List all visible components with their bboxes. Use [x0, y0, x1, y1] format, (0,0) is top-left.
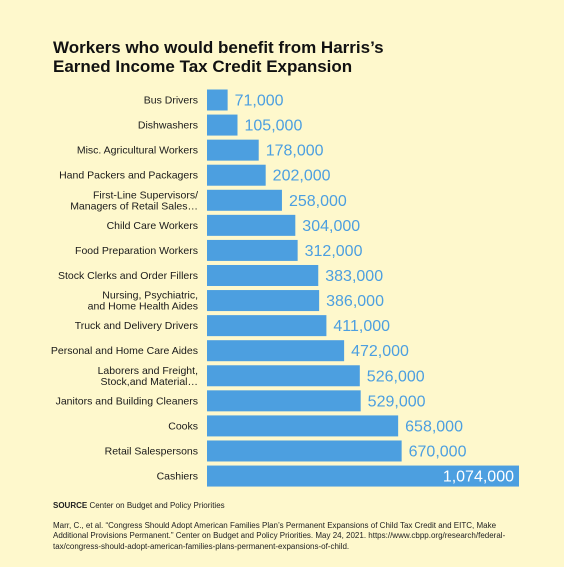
category-label: First-Line Supervisors/Managers of Retai…	[70, 189, 198, 212]
value-label: 383,000	[325, 268, 383, 285]
category-label: Child Care Workers	[107, 220, 198, 232]
bar	[207, 89, 228, 111]
category-label: Stock Clerks and Order Fillers	[58, 270, 198, 282]
category-label: Food Preparation Workers	[75, 245, 198, 257]
value-label: 178,000	[266, 143, 324, 160]
value-label: 529,000	[368, 393, 426, 410]
category-label: Dishwashers	[138, 120, 198, 132]
bar	[207, 164, 266, 186]
title-line-1: Workers who would benefit from Harris’s	[53, 38, 384, 57]
category-label: Truck and Delivery Drivers	[75, 320, 198, 332]
value-label: 526,000	[367, 368, 425, 385]
bar	[207, 315, 327, 337]
value-label: 304,000	[302, 218, 360, 235]
bar	[207, 189, 282, 211]
bar	[207, 139, 259, 161]
bar	[207, 239, 298, 261]
category-label: Cashiers	[157, 471, 198, 483]
value-label: 472,000	[351, 343, 409, 360]
bar	[207, 365, 360, 387]
category-label: Hand Packers and Packagers	[59, 170, 198, 182]
bar	[207, 290, 320, 312]
bar	[207, 440, 402, 462]
citation: Marr, C., et al. “Congress Should Adopt …	[53, 520, 506, 551]
value-label: 658,000	[405, 418, 463, 435]
category-label: Misc. Agricultural Workers	[77, 145, 198, 157]
category-label: Cooks	[168, 420, 198, 432]
category-label: Retail Salespersons	[105, 445, 198, 457]
category-label: Laborers and Freight, Stock,and Material…	[98, 365, 198, 388]
category-label: Bus Drivers	[144, 95, 198, 107]
bar	[207, 264, 319, 286]
value-label: 1,074,000	[443, 469, 514, 486]
value-label: 411,000	[333, 318, 390, 335]
source-line: SOURCE Center on Budget and Policy Prior…	[53, 501, 523, 512]
value-label: 670,000	[409, 443, 467, 460]
footer: SOURCE Center on Budget and Policy Prior…	[53, 501, 523, 552]
bar	[207, 114, 238, 136]
source-text: Center on Budget and Policy Priorities	[87, 501, 225, 510]
category-label: Personal and Home Care Aides	[51, 345, 198, 357]
category-label: Janitors and Building Cleaners	[56, 395, 198, 407]
value-label: 71,000	[235, 93, 284, 110]
title-line-2: Earned Income Tax Credit Expansion	[53, 57, 353, 76]
source-tag: SOURCE	[53, 501, 88, 510]
value-label: 312,000	[305, 243, 363, 260]
category-label: Nursing, Psychiatric, and Home Health Aid…	[88, 290, 198, 313]
value-label: 386,000	[326, 293, 384, 310]
bar	[207, 214, 296, 236]
value-label: 258,000	[289, 193, 347, 210]
bar	[207, 465, 519, 487]
value-label: 105,000	[245, 118, 303, 135]
bar	[207, 340, 345, 362]
value-label: 202,000	[273, 168, 331, 185]
bar-chart: Bus Drivers 71,000 Dishwashers 105,000 Misc.…	[51, 89, 519, 487]
bar	[207, 390, 361, 412]
chart-title: Workers who would benefit from Harris’s …	[53, 38, 533, 76]
bar	[207, 415, 399, 437]
